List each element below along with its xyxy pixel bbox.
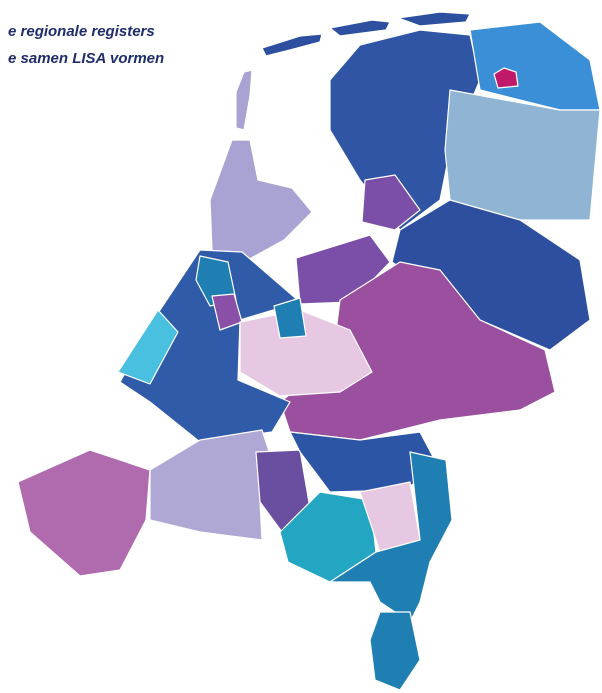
region bbox=[210, 140, 312, 262]
map: e regionale registers e samen LISA vorme… bbox=[0, 0, 602, 693]
page: e regionale registers e samen LISA vorme… bbox=[0, 0, 602, 693]
header-line: e regionale registers bbox=[8, 23, 155, 40]
region bbox=[236, 70, 252, 130]
regions bbox=[18, 12, 600, 690]
region bbox=[262, 34, 322, 56]
region bbox=[18, 450, 150, 576]
region bbox=[445, 90, 600, 220]
region bbox=[274, 298, 306, 338]
region bbox=[370, 612, 420, 690]
header-line: e samen LISA vormen bbox=[8, 50, 164, 67]
region bbox=[330, 20, 390, 36]
region bbox=[150, 430, 272, 540]
region bbox=[398, 12, 470, 26]
